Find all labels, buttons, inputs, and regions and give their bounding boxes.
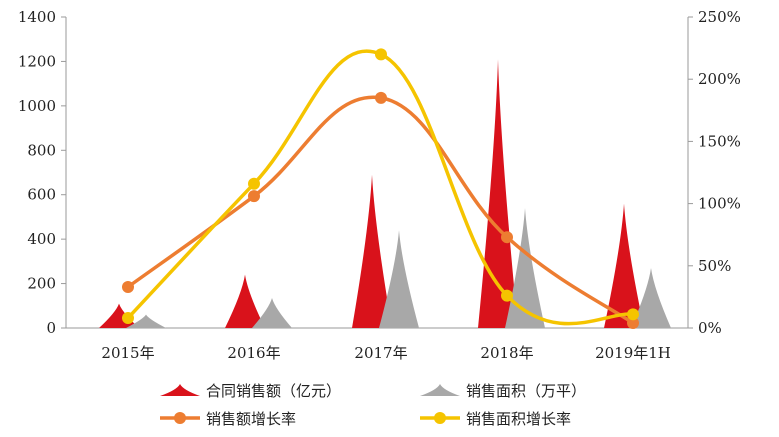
right-tick-label: 200% <box>698 70 741 88</box>
category-label: 2018年 <box>480 344 533 362</box>
category-label: 2019年1H <box>595 344 671 362</box>
left-tick-label: 600 <box>27 186 56 204</box>
legend-label: 合同销售额（亿元） <box>206 382 341 400</box>
sales-area-peak <box>631 268 671 328</box>
sales-amount-growth-point <box>122 280 134 293</box>
right-tick-label: 0% <box>698 319 722 337</box>
right-tick-label: 250% <box>698 8 741 26</box>
legend-swatch-marker <box>434 412 446 424</box>
sales-area-growth-point <box>375 48 387 61</box>
left-tick-label: 1000 <box>18 97 56 115</box>
sales-amount-peak <box>225 274 265 328</box>
sales-amount-peak <box>352 174 392 328</box>
left-tick-label: 800 <box>27 141 56 159</box>
legend-swatch-peak <box>420 384 460 396</box>
sales-area-peak <box>505 208 545 328</box>
sales-amount-growth-point <box>627 317 639 330</box>
sales-amount-growth-point <box>248 190 260 203</box>
left-tick-label: 1400 <box>18 8 56 26</box>
left-tick-label: 200 <box>27 275 56 293</box>
left-tick-label: 0 <box>46 319 56 337</box>
legend: 合同销售额（亿元） 销售面积（万平） 销售额增长率 销售面积增长率 <box>160 382 586 428</box>
sales-area-growth-point <box>122 312 134 325</box>
sales-amount-growth-point <box>375 91 387 104</box>
legend-swatch-peak <box>160 384 200 396</box>
sales-area-growth-point <box>627 308 639 321</box>
sales-area-growth-point <box>248 177 260 190</box>
legend-label: 销售面积（万平） <box>466 382 586 400</box>
sales-area-peak <box>379 230 419 328</box>
category-label: 2015年 <box>101 344 154 362</box>
legend-label: 销售面积增长率 <box>466 410 571 428</box>
right-tick-label: 50% <box>698 257 731 275</box>
axes: 0 200 400 600 800 1000 1200 1400 0% 50% 100% 150% 20… <box>18 8 741 362</box>
category-label: 2017年 <box>354 344 407 362</box>
chart-marks <box>99 48 671 330</box>
sales-area-peak <box>126 314 166 328</box>
left-tick-label: 400 <box>27 230 56 248</box>
sales-amount-growth-point <box>501 231 513 244</box>
sales-area-growth-point <box>501 289 513 302</box>
sales-amount-peak <box>478 59 518 328</box>
sales-area-peak <box>252 298 292 328</box>
sales-amount-peak <box>604 203 644 328</box>
right-tick-label: 100% <box>698 195 741 213</box>
legend-swatch-marker <box>174 412 186 424</box>
legend-label: 销售额增长率 <box>206 410 296 428</box>
left-tick-label: 1200 <box>18 52 56 70</box>
category-label: 2016年 <box>227 344 280 362</box>
right-tick-label: 150% <box>698 132 741 150</box>
